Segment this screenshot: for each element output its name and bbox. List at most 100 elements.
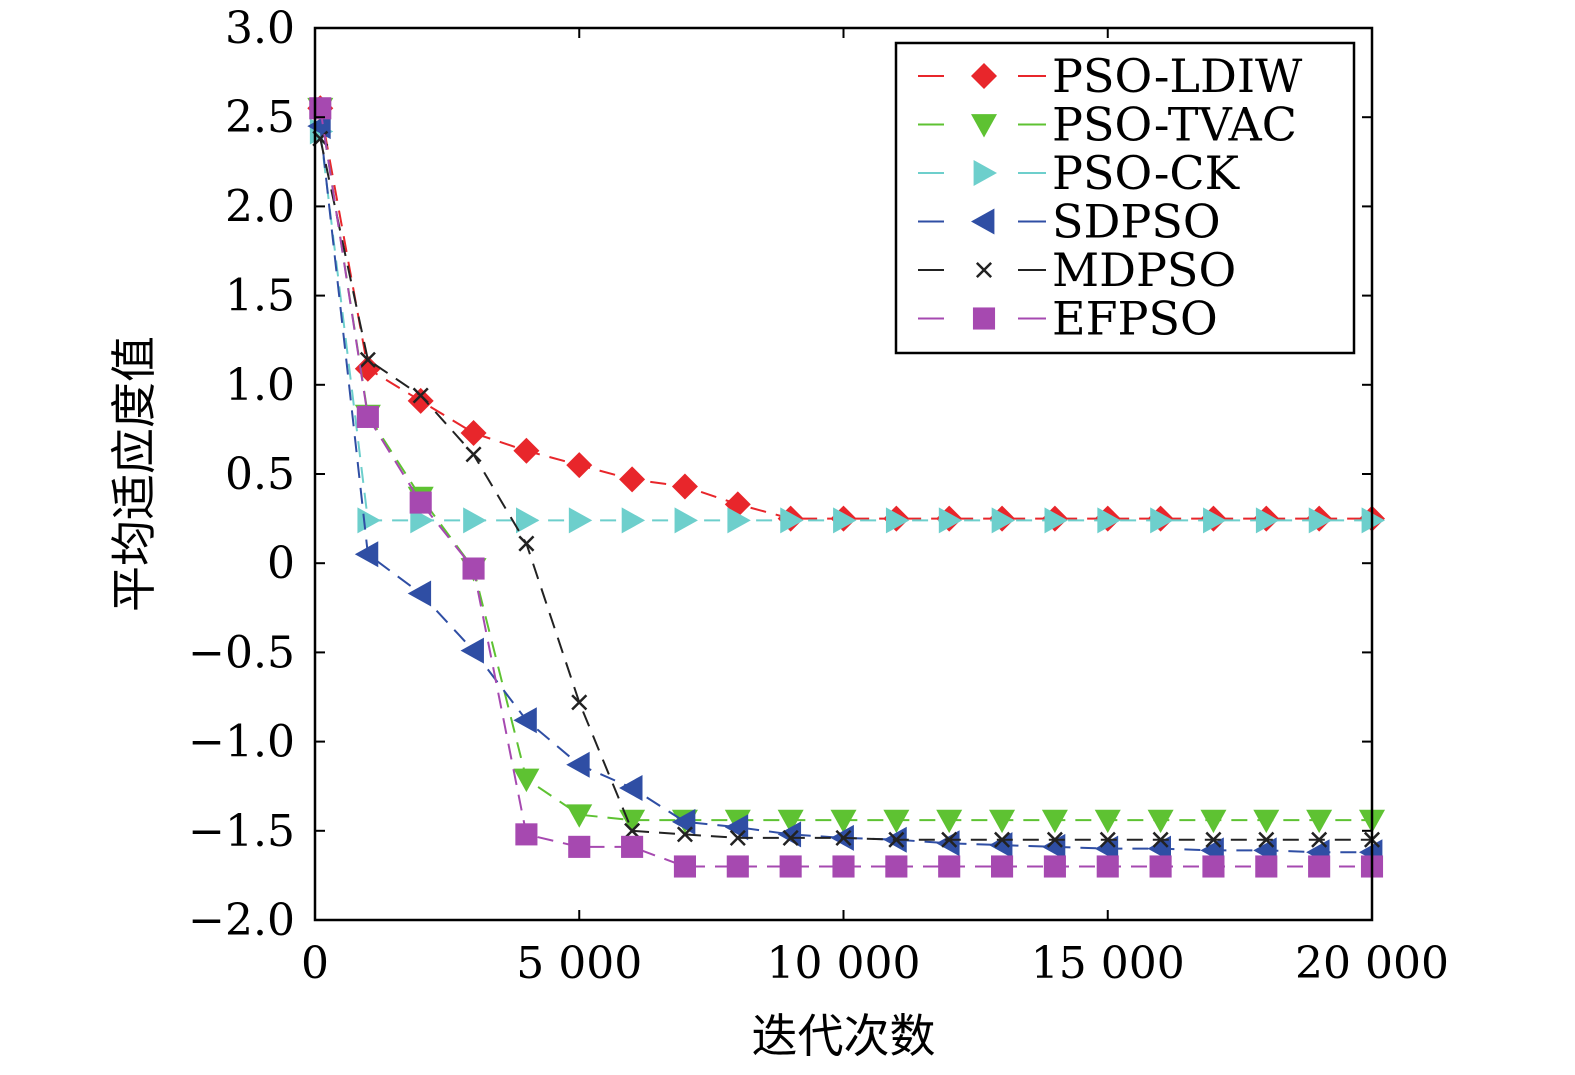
data-point <box>465 446 482 463</box>
y-tick-label: −1.0 <box>188 717 295 768</box>
data-point <box>832 855 855 878</box>
data-point <box>624 822 641 839</box>
legend-label: EFPSO <box>1052 292 1218 346</box>
data-point <box>888 831 905 848</box>
legend-item: PSO-LDIW <box>918 49 1303 103</box>
data-point <box>1046 831 1063 848</box>
data-point <box>357 507 381 534</box>
data-point <box>1147 835 1171 862</box>
data-point <box>989 809 1016 834</box>
series-layer <box>307 95 1385 878</box>
series-line <box>319 108 1372 868</box>
data-point <box>356 405 379 428</box>
data-point <box>1200 809 1227 834</box>
data-point <box>883 809 910 834</box>
legend-label: PSO-TVAC <box>1052 98 1297 152</box>
data-point <box>1152 831 1169 848</box>
legend-marker <box>971 63 997 89</box>
legend-item: SDPSO <box>918 195 1221 249</box>
data-point <box>566 452 593 479</box>
data-point <box>830 809 857 834</box>
data-point <box>726 855 749 878</box>
legend-marker <box>971 208 995 235</box>
data-point <box>674 507 698 534</box>
data-point <box>515 823 538 846</box>
series-mdpso <box>312 130 1381 848</box>
legend-label: PSO-CK <box>1052 146 1241 200</box>
data-point <box>409 491 432 514</box>
legend-item: MDPSO <box>918 243 1236 297</box>
legend-item: PSO-TVAC <box>918 98 1297 152</box>
data-point <box>1311 831 1328 848</box>
data-point <box>782 829 799 846</box>
data-point <box>835 829 852 846</box>
data-point <box>354 541 379 568</box>
data-point <box>516 507 540 534</box>
x-axis: 0 5 000 10 000 15 000 20 000 <box>301 28 1449 989</box>
data-point <box>936 809 963 834</box>
x-tick-label: 20 000 <box>1295 938 1449 989</box>
data-point <box>621 835 644 858</box>
y-tick-label: −2.0 <box>188 895 295 946</box>
data-point <box>1043 855 1066 878</box>
data-point <box>1150 507 1174 534</box>
data-point <box>1255 855 1278 878</box>
data-point <box>1308 507 1333 534</box>
data-point <box>309 97 332 120</box>
data-point <box>994 831 1011 848</box>
data-point <box>359 351 376 368</box>
data-point <box>991 855 1014 878</box>
data-point <box>777 809 804 834</box>
data-point <box>513 707 537 734</box>
legend-marker <box>975 261 993 279</box>
y-tick-label: 0.5 <box>225 449 295 500</box>
series-line <box>319 125 1372 854</box>
y-axis: 3.0 2.5 2.0 1.5 1.0 0.5 0 −0.5 −1.0 −1.5 −2.0 <box>188 3 1372 946</box>
legend-item: PSO-CK <box>918 146 1241 200</box>
data-point <box>1255 507 1280 534</box>
data-point <box>463 507 487 534</box>
series-line <box>319 108 1372 520</box>
y-axis-title: 平均适应度值 <box>107 336 161 612</box>
data-point <box>1099 831 1116 848</box>
data-point <box>1147 809 1174 834</box>
data-point <box>1097 507 1121 534</box>
data-point <box>513 768 540 793</box>
data-point <box>568 835 591 858</box>
data-point <box>566 751 590 778</box>
data-point <box>619 466 646 493</box>
data-point <box>938 855 961 878</box>
legend-marker <box>972 307 996 330</box>
data-point <box>621 507 646 534</box>
series-efpso <box>309 97 1384 878</box>
data-point <box>407 580 432 607</box>
data-point <box>989 832 1013 859</box>
data-point <box>729 829 746 846</box>
data-point <box>1096 855 1119 878</box>
data-point <box>1205 831 1222 848</box>
y-tick-label: −0.5 <box>188 627 295 678</box>
x-tick-label: 15 000 <box>1031 938 1185 989</box>
legend-label: SDPSO <box>1052 195 1221 249</box>
data-point <box>885 507 910 534</box>
legend-box <box>894 41 1356 355</box>
data-point <box>779 855 802 878</box>
data-point <box>727 507 751 534</box>
data-point <box>1041 809 1068 834</box>
data-point <box>676 826 693 843</box>
legend-label: MDPSO <box>1052 243 1236 297</box>
data-point <box>460 419 487 446</box>
data-point <box>673 855 696 878</box>
data-point <box>462 557 485 580</box>
data-point <box>833 507 857 534</box>
legend-marker <box>971 114 997 138</box>
data-point <box>941 831 958 848</box>
data-point <box>671 473 698 500</box>
data-point <box>780 507 804 534</box>
data-point <box>1308 855 1331 878</box>
data-point <box>938 507 963 534</box>
data-point <box>1361 507 1385 534</box>
legend-label: PSO-LDIW <box>1052 49 1303 103</box>
